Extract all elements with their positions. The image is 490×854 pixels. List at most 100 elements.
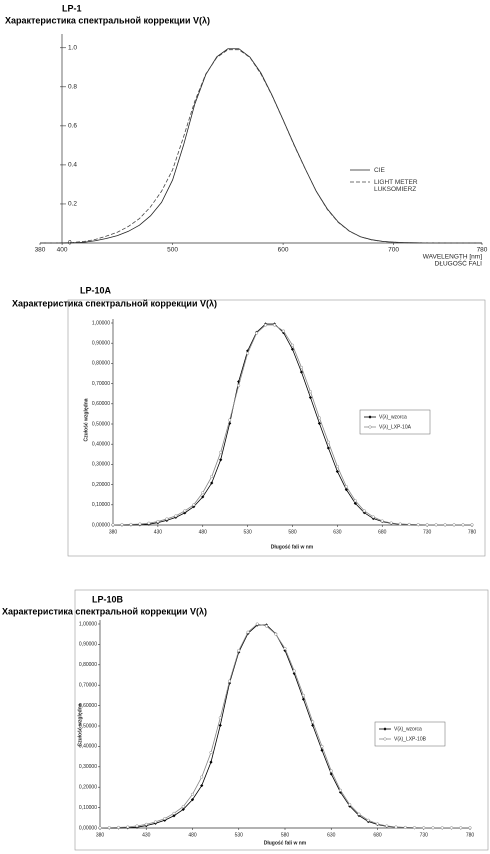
y-tick-label: 0,40000 xyxy=(79,744,97,750)
marker xyxy=(468,826,472,830)
marker xyxy=(461,523,465,527)
marker xyxy=(326,446,330,450)
x-tick-label: 480 xyxy=(199,529,208,535)
marker xyxy=(348,802,352,807)
chart-title: LP-1 xyxy=(62,3,82,13)
marker xyxy=(246,630,250,634)
marker xyxy=(357,812,361,816)
legend-marker xyxy=(383,727,387,731)
legend-label: V(λ)_LXP-10A xyxy=(379,424,412,430)
marker xyxy=(107,826,111,830)
marker xyxy=(452,523,456,527)
marker xyxy=(326,440,330,444)
marker xyxy=(412,826,417,830)
x-tick-label: 400 xyxy=(57,247,68,254)
marker xyxy=(470,523,474,527)
x-tick-label: 780 xyxy=(466,832,475,838)
marker xyxy=(218,716,222,720)
marker xyxy=(403,825,407,829)
marker xyxy=(385,824,389,828)
y-tick-label: 0,20000 xyxy=(79,785,97,791)
marker xyxy=(375,822,380,826)
legend-label: LIGHT METER LUKSOMIERZ xyxy=(374,178,418,193)
y-tick-label: 0,70000 xyxy=(79,683,97,689)
marker xyxy=(219,458,223,462)
y-tick-label: 0.4 xyxy=(68,162,77,169)
y-tick-label: 0,60000 xyxy=(79,703,97,709)
chart-title: LP-10B xyxy=(92,594,124,604)
marker xyxy=(353,499,357,503)
marker xyxy=(163,817,167,821)
x-tick-label: 480 xyxy=(188,832,197,838)
marker xyxy=(443,523,447,527)
y-tick-label: 0,80000 xyxy=(92,361,110,367)
marker xyxy=(301,693,306,697)
marker xyxy=(281,329,286,333)
marker xyxy=(329,769,333,773)
marker xyxy=(273,323,277,327)
x-tick-label: 380 xyxy=(35,247,46,254)
series-line xyxy=(39,48,483,244)
marker xyxy=(366,818,370,822)
y-tick-label: 1,00000 xyxy=(92,320,110,326)
y-tick-label: 0.8 xyxy=(68,84,77,91)
legend-box xyxy=(359,409,431,435)
marker xyxy=(209,750,213,755)
marker xyxy=(290,347,295,351)
marker xyxy=(116,825,121,829)
marker xyxy=(228,418,232,422)
legend-marker xyxy=(383,737,387,741)
y-tick-label: 0,90000 xyxy=(92,341,110,347)
marker xyxy=(201,495,205,499)
y-tick-label: 1,00000 xyxy=(79,621,97,627)
x-tick-label: 580 xyxy=(281,832,290,838)
marker xyxy=(292,671,296,676)
marker xyxy=(98,826,102,830)
marker xyxy=(425,523,429,527)
marker xyxy=(210,474,214,479)
x-tick-label: 730 xyxy=(420,832,429,838)
x-tick-label: 780 xyxy=(477,247,488,254)
marker xyxy=(320,744,324,748)
y-tick-label: 0,50000 xyxy=(79,723,97,729)
marker xyxy=(237,384,241,388)
chart-subtitle: Характеристика спектральной коррекции V(… xyxy=(2,606,207,616)
x-tick-label: 700 xyxy=(388,247,399,254)
x-tick-label: 430 xyxy=(154,529,163,535)
marker xyxy=(111,523,115,527)
marker xyxy=(126,825,130,829)
marker xyxy=(138,522,142,526)
marker xyxy=(181,807,185,812)
y-tick-label: 0,40000 xyxy=(92,442,110,448)
x-axis-label: DŁUGOŚĆ FALI xyxy=(435,259,483,268)
marker xyxy=(246,349,250,353)
chart-frame xyxy=(67,299,486,557)
x-tick-label: 680 xyxy=(373,832,382,838)
marker xyxy=(292,669,296,673)
x-tick-label: 730 xyxy=(423,529,432,535)
marker xyxy=(371,515,375,519)
marker xyxy=(299,370,304,374)
x-tick-label: 580 xyxy=(288,529,297,535)
marker xyxy=(281,331,286,335)
marker xyxy=(156,520,160,524)
marker xyxy=(416,523,420,527)
y-axis-label: Czułość względna xyxy=(77,703,83,746)
y-tick-label: 0,70000 xyxy=(92,381,110,387)
marker xyxy=(317,421,322,425)
marker xyxy=(210,481,214,485)
marker xyxy=(264,323,268,327)
marker xyxy=(183,509,187,513)
y-axis-label: Czułość względna xyxy=(83,398,89,441)
marker xyxy=(274,632,278,636)
y-tick-label: 0,50000 xyxy=(92,421,110,427)
marker xyxy=(209,760,213,764)
y-tick-label: 0,30000 xyxy=(79,764,97,770)
marker xyxy=(218,723,222,727)
marker xyxy=(165,517,169,521)
legend-label: CIE xyxy=(374,166,385,174)
series-line xyxy=(39,49,482,244)
marker xyxy=(190,798,195,802)
